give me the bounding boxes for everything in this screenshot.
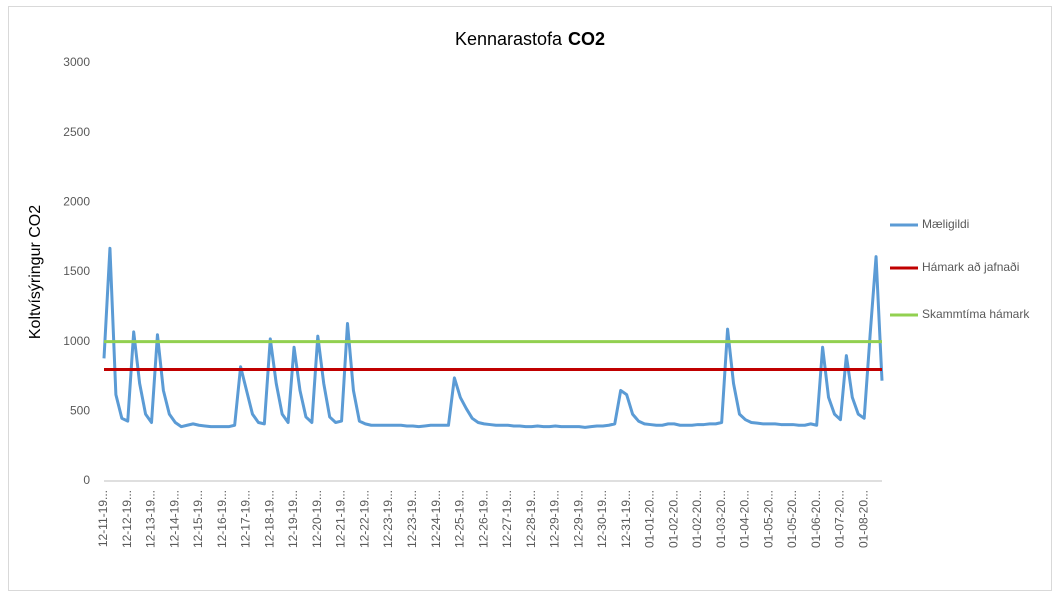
y-tick-label: 1000 (63, 334, 90, 348)
x-tick-label: 12-20-19... (310, 490, 324, 548)
x-tick-label: 12-27-19... (500, 490, 514, 548)
x-tick-label: 12-26-19... (476, 490, 490, 548)
x-tick-label: 12-23-19... (381, 490, 395, 548)
x-tick-label: 01-02-20... (666, 490, 680, 548)
y-tick-label: 3000 (63, 55, 90, 69)
legend-label: Mæligildi (922, 217, 969, 231)
x-tick-label: 01-01-20... (643, 490, 657, 548)
x-tick-label: 01-05-20... (785, 490, 799, 548)
chart-title: Kennarastofa CO2 (455, 29, 605, 49)
x-tick-label: 12-29-19... (548, 490, 562, 548)
x-tick-label: 01-04-20... (738, 490, 752, 548)
x-tick-label: 12-29-19... (571, 490, 585, 548)
x-tick-label: 01-05-20... (761, 490, 775, 548)
x-tick-label: 01-06-20... (809, 490, 823, 548)
x-tick-label: 01-02-20... (690, 490, 704, 548)
x-tick-label: 12-11-19... (96, 490, 110, 547)
y-tick-label: 2000 (63, 195, 90, 209)
x-tick-label: 12-15-19... (191, 490, 205, 548)
legend-label: Skammtíma hámark (922, 307, 1030, 321)
x-tick-label: 12-19-19... (286, 490, 300, 548)
x-tick-label: 01-08-20... (856, 490, 870, 548)
x-tick-label: 12-30-19... (595, 490, 609, 548)
x-tick-label: 12-14-19... (167, 490, 181, 548)
x-tick-label: 12-13-19... (144, 490, 158, 548)
y-axis-label: Koltvísýringur CO2 (27, 205, 44, 339)
x-tick-label: 12-16-19... (215, 490, 229, 548)
x-tick-label: 12-25-19... (453, 490, 467, 548)
x-tick-label: 12-24-19... (429, 490, 443, 548)
x-tick-label: 12-18-19... (262, 490, 276, 548)
x-tick-label: 12-28-19... (524, 490, 538, 548)
legend-label: Hámark að jafnaði (922, 260, 1019, 274)
x-tick-label: 12-12-19... (120, 490, 134, 548)
title-bold: CO2 (568, 29, 605, 49)
data-line (102, 246, 884, 429)
title-text: Kennarastofa (455, 29, 563, 49)
x-tick-label: 12-31-19... (619, 490, 633, 548)
y-tick-label: 0 (83, 473, 90, 487)
y-tick-label: 2500 (63, 125, 90, 139)
x-tick-label: 12-21-19... (334, 490, 348, 548)
x-tick-label: 01-03-20... (714, 490, 728, 548)
y-tick-label: 500 (70, 404, 90, 418)
x-tick-label: 12-23-19... (405, 490, 419, 548)
x-tick-label: 01-07-20... (833, 490, 847, 548)
x-tick-label: 12-22-19... (357, 490, 371, 548)
x-tick-label: 12-17-19... (239, 490, 253, 548)
y-tick-label: 1500 (63, 264, 90, 278)
